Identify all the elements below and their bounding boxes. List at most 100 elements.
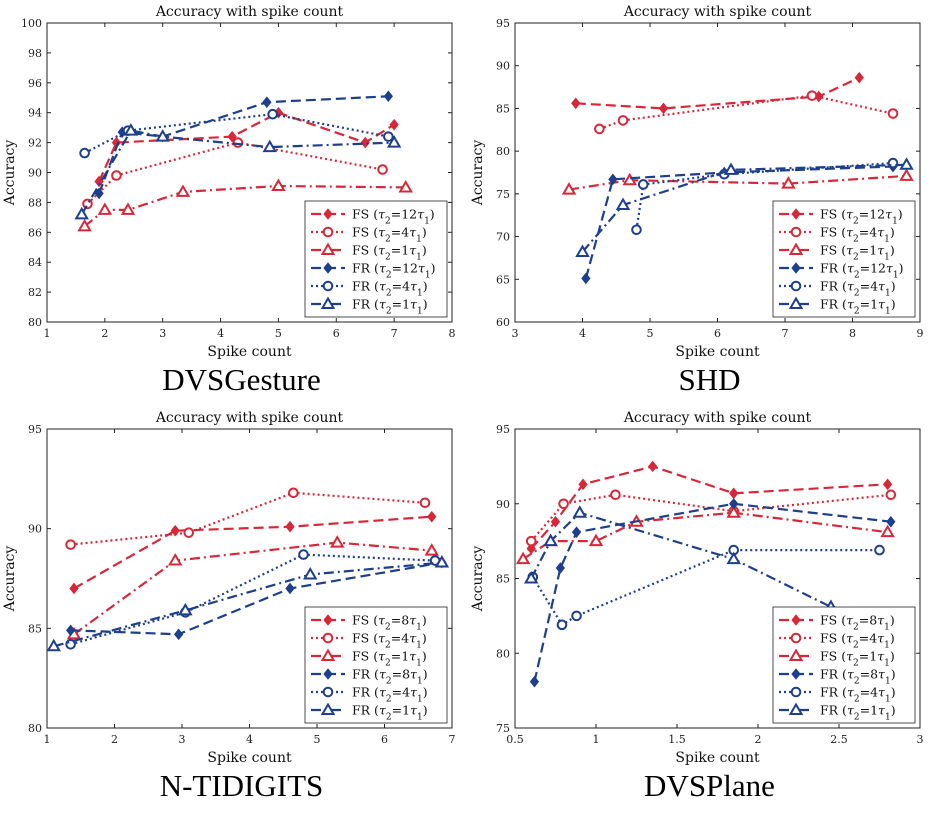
data-point [168,553,183,566]
data-point [726,505,741,518]
series-fr-tau-8 [529,497,896,688]
data-point [899,168,914,181]
legend-marker [320,296,336,309]
data-point [617,115,629,126]
y-tick-label: 94 [28,107,42,120]
data-point [155,129,170,142]
legend-item: FR (τ2=4τ1) [779,685,896,705]
legend-item: FS (τ2=1τ1) [779,243,895,263]
y-tick-label: 85 [496,102,510,115]
legend-marker [790,280,802,292]
data-point [262,96,272,109]
data-point [94,187,104,200]
x-tick-label: 2 [111,733,118,746]
data-point [525,535,537,547]
chart-panel-dvsgesture: Accuracy with spike count 1 2 3 4 5 6 7 8 80 82 84 8… [0,0,468,406]
y-tick-label: 75 [496,722,510,735]
legend-item: FS (τ2=4τ1) [779,631,895,651]
series-fs-tau-4 [65,487,431,550]
x-tick-label: 1 [44,733,51,746]
x-tick-label: 2 [101,327,108,340]
data-point [874,544,885,556]
data-point [571,97,581,110]
y-tick-label: 90 [496,498,510,511]
legend-item: FR (τ2=1τ1) [779,297,896,317]
legend-marker [322,280,334,292]
legend-label: FR (τ2=1τ1) [820,703,896,723]
legend-item: FS (τ2=1τ1) [779,649,895,669]
data-point [622,172,637,186]
legend-label: FS (τ2=4τ1) [820,631,895,651]
series-line [568,174,907,191]
data-point [555,562,566,574]
y-tick-label: 85 [28,622,42,635]
legend-marker [791,614,801,626]
legend-item: FR (τ2=4τ1) [311,685,428,705]
y-tick-label: 80 [496,647,510,660]
series-line [575,76,860,110]
series-line [84,113,389,155]
data-point [111,170,122,181]
y-tick-label: 98 [28,47,42,60]
data-point [427,510,437,523]
data-point [610,489,621,501]
data-point [561,182,577,195]
chart-panel-n-tidigits: Accuracy with spike count 1 2 3 4 5 6 7 80 85 90 95… [0,406,468,812]
legend-item: FS (τ2=4τ1) [779,225,895,245]
data-point [178,602,193,616]
x-tick-label: 5 [275,327,282,340]
data-point [572,505,588,518]
data-point [575,244,590,257]
data-point [578,478,588,491]
y-tick-label: 86 [28,226,42,239]
legend-label: FR (τ2=4τ1) [352,685,428,705]
data-point [386,135,402,148]
legend-item: FR (τ2=12τ1) [779,261,904,281]
legend-label: FS (τ2=1τ1) [352,243,427,263]
legend-label: FR (τ2=4τ1) [820,685,896,705]
series-line [635,162,894,230]
data-point [77,218,92,232]
data-point [885,489,897,501]
x-tick-label: 4 [579,327,586,340]
legend-label: FR (τ2=8τ1) [820,667,896,687]
data-point [543,533,558,547]
legend-item: FS (τ2=1τ1) [311,649,427,669]
data-point [880,524,895,538]
dataset-caption: DVSGesture [162,362,320,397]
chart-svg: Accuracy with spike count 1 2 3 4 5 6 7 80 85 90 95… [2,410,456,803]
series-fs-tau-4 [525,489,897,547]
data-point [303,567,318,580]
data-point [887,108,899,119]
legend-label: FR (τ2=12τ1) [352,261,436,281]
y-tick-label: 80 [496,145,510,158]
x-tick-label: 8 [449,327,456,340]
legend-marker [790,632,802,644]
legend-marker [788,296,804,309]
y-tick-label: 85 [496,573,510,586]
data-point [69,582,79,595]
data-point [94,175,104,188]
legend-marker [788,648,804,661]
dataset-caption: N-TIDIGITS [160,768,324,803]
y-tick-label: 80 [28,722,42,735]
legend-label: FS (τ2=12τ1) [352,207,435,227]
x-tick-label: 5 [314,733,321,746]
legend-label: FR (τ2=4τ1) [820,279,896,299]
x-tick-label: 1 [593,733,600,746]
series-line [584,165,894,279]
series-fs-tau-1 [77,178,413,232]
x-axis-label: Spike count [675,750,760,766]
y-tick-label: 80 [28,316,42,329]
data-point [571,610,582,622]
legend-item: FS (τ2=1τ1) [311,243,427,263]
dataset-caption: DVSPlane [644,768,775,803]
y-tick-label: 75 [496,188,510,201]
legend-label: FS (τ2=1τ1) [352,649,427,669]
series-line [86,141,383,205]
chart-panel-shd: Accuracy with spike count 3 4 5 6 7 8 9 60 65 70 75… [468,0,935,406]
x-tick-label: 4 [217,327,224,340]
x-axis-label: Spike count [675,344,760,360]
legend-marker [788,702,804,715]
data-point [398,179,413,193]
